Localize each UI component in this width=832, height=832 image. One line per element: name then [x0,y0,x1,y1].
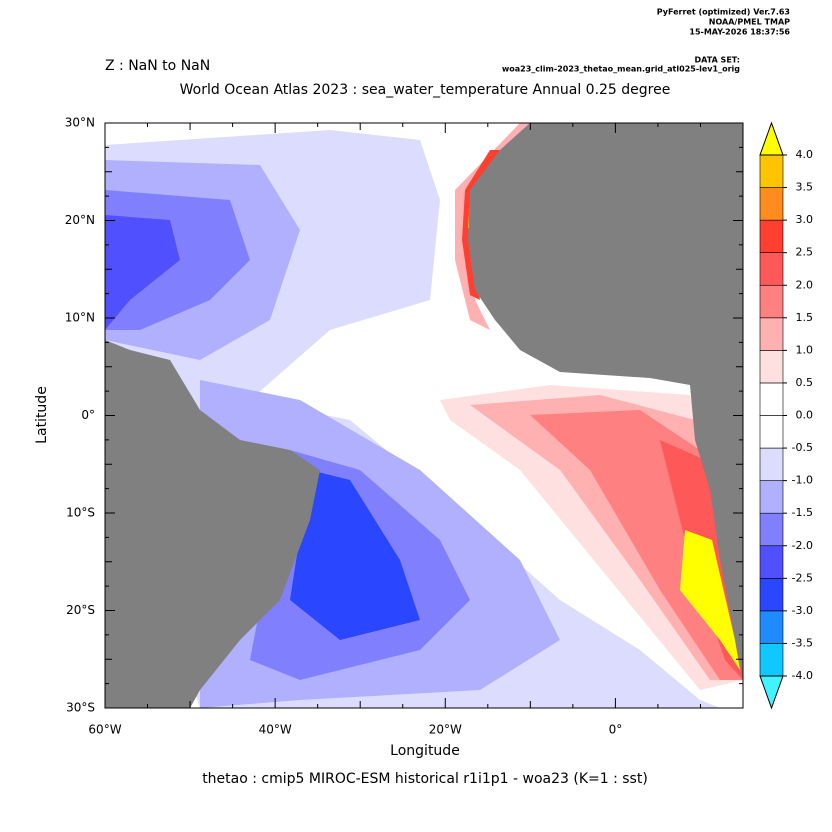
x-tick-label: 0° [609,723,623,737]
land [468,123,743,680]
colorbar-band [759,447,784,481]
x-axis-label: Longitude [390,743,460,759]
caption: thetao : cmip5 MIROC-ESM historical r1i1… [202,771,648,787]
dataset: woa23_clim-2023_thetao_mean.grid_atl025-… [502,65,740,74]
colorbar-label: 0.5 [796,376,814,389]
colorbar-band [759,643,784,677]
land [105,340,320,708]
field [104,122,744,709]
y-tick-label: 30°N [65,116,95,130]
x-tick-label: 40°W [259,723,292,737]
header-line: 15-MAY-2026 18:37:56 [689,28,790,37]
colorbar-band [759,252,784,286]
colorbar-label: -3.5 [792,636,813,649]
colorbar-over [759,121,784,156]
y-axis-label: Latitude [34,386,50,444]
zrange: Z : NaN to NaN [105,58,210,74]
colorbar-band [759,512,784,547]
x-tick-label: 60°W [88,723,121,737]
y-tick-label: 10°N [65,311,95,325]
y-tick-label: 20°S [66,603,95,617]
colorbar-label: -0.5 [792,441,813,454]
colorbar-band [759,187,784,221]
colorbar-band [759,154,784,188]
field-region [290,470,420,640]
colorbar-band [759,219,784,253]
y-tick-label: 10°S [66,506,95,520]
colorbar-band [759,317,784,351]
y-tick-label: 0° [81,408,95,422]
colorbar-label: 2.0 [796,278,814,291]
title: World Ocean Atlas 2023 : sea_water_tempe… [180,82,671,98]
colorbar-label: -3.0 [792,604,813,617]
colorbar-label: 4.0 [796,148,814,161]
colorbar-label: -1.0 [792,474,813,487]
colorbar-band [759,545,784,579]
header-line: NOAA/PMEL TMAP [709,18,790,27]
header-line: PyFerret (optimized) Ver.7.63 [657,8,790,17]
field-region [105,215,180,330]
dataset-label: DATA SET: [695,56,740,65]
colorbar-label: 2.5 [796,246,814,259]
x-tick-label: 20°W [429,723,462,737]
field-region [680,530,740,670]
colorbar-label: 3.0 [796,213,814,226]
colorbar-band [759,415,784,449]
colorbar-band [759,382,784,416]
colorbar-band [759,284,784,319]
colorbar-label: 0.0 [796,409,814,422]
colorbar-label: -1.5 [792,506,813,519]
colorbar-label: 3.5 [796,181,814,194]
colorbar-label: 1.0 [796,343,814,356]
colorbar-label: -4.0 [792,669,813,682]
colorbar-band [759,578,784,612]
colorbar-band [759,350,784,384]
y-tick-label: 30°S [66,701,95,715]
colorbar-under [759,675,784,710]
colorbar-label: -2.5 [792,571,813,584]
colorbar-band [759,480,784,514]
colorbar-label: -2.0 [792,539,813,552]
colorbar-band [759,610,784,644]
y-tick-label: 20°N [65,213,95,227]
colorbar-label: 1.5 [796,311,814,324]
